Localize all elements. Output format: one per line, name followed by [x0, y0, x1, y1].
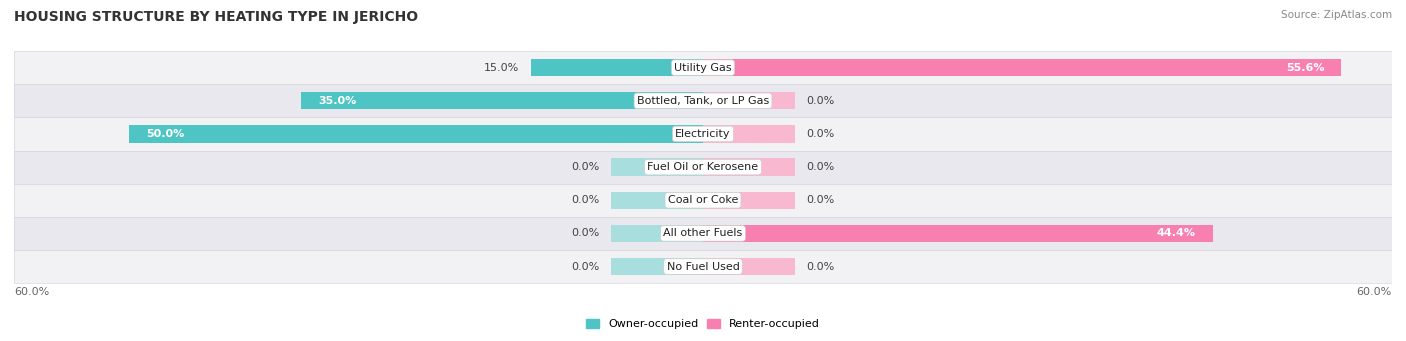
Text: 0.0%: 0.0% [807, 129, 835, 139]
Bar [301, 92, 703, 109]
Text: 44.4%: 44.4% [1157, 228, 1195, 238]
Bar [14, 150, 1392, 184]
Text: 0.0%: 0.0% [571, 262, 599, 271]
Text: 0.0%: 0.0% [807, 96, 835, 106]
Text: Source: ZipAtlas.com: Source: ZipAtlas.com [1281, 10, 1392, 20]
Text: 35.0%: 35.0% [318, 96, 357, 106]
Bar [703, 192, 794, 209]
Bar [14, 84, 1392, 117]
Bar [612, 192, 703, 209]
Text: 15.0%: 15.0% [484, 63, 519, 73]
Legend: Owner-occupied, Renter-occupied: Owner-occupied, Renter-occupied [581, 314, 825, 333]
Bar [14, 84, 1392, 117]
Bar [14, 217, 1392, 250]
Text: Bottled, Tank, or LP Gas: Bottled, Tank, or LP Gas [637, 96, 769, 106]
Bar [612, 258, 703, 275]
Text: 0.0%: 0.0% [571, 162, 599, 172]
Bar [14, 51, 1392, 84]
Text: 60.0%: 60.0% [14, 287, 49, 297]
Text: 60.0%: 60.0% [1357, 287, 1392, 297]
Bar [129, 125, 703, 143]
Bar [703, 225, 1213, 242]
Text: Utility Gas: Utility Gas [675, 63, 731, 73]
Bar [703, 59, 1341, 76]
Bar [14, 184, 1392, 217]
Text: All other Fuels: All other Fuels [664, 228, 742, 238]
Text: Coal or Coke: Coal or Coke [668, 195, 738, 205]
Text: 0.0%: 0.0% [571, 228, 599, 238]
Bar [703, 92, 794, 109]
Text: 55.6%: 55.6% [1285, 63, 1324, 73]
Bar [14, 51, 1392, 84]
Bar [531, 59, 703, 76]
Text: HOUSING STRUCTURE BY HEATING TYPE IN JERICHO: HOUSING STRUCTURE BY HEATING TYPE IN JER… [14, 10, 418, 24]
Text: 0.0%: 0.0% [807, 262, 835, 271]
Bar [14, 117, 1392, 150]
Text: 0.0%: 0.0% [571, 195, 599, 205]
Bar [612, 159, 703, 176]
Bar [14, 150, 1392, 184]
Text: 0.0%: 0.0% [807, 162, 835, 172]
Text: No Fuel Used: No Fuel Used [666, 262, 740, 271]
Text: 0.0%: 0.0% [807, 195, 835, 205]
Text: Electricity: Electricity [675, 129, 731, 139]
Bar [14, 117, 1392, 150]
Text: 50.0%: 50.0% [146, 129, 184, 139]
Bar [14, 250, 1392, 283]
Bar [703, 258, 794, 275]
Bar [14, 250, 1392, 283]
Bar [703, 159, 794, 176]
Bar [703, 125, 794, 143]
Bar [14, 184, 1392, 217]
Bar [612, 225, 703, 242]
Bar [14, 217, 1392, 250]
Text: Fuel Oil or Kerosene: Fuel Oil or Kerosene [647, 162, 759, 172]
